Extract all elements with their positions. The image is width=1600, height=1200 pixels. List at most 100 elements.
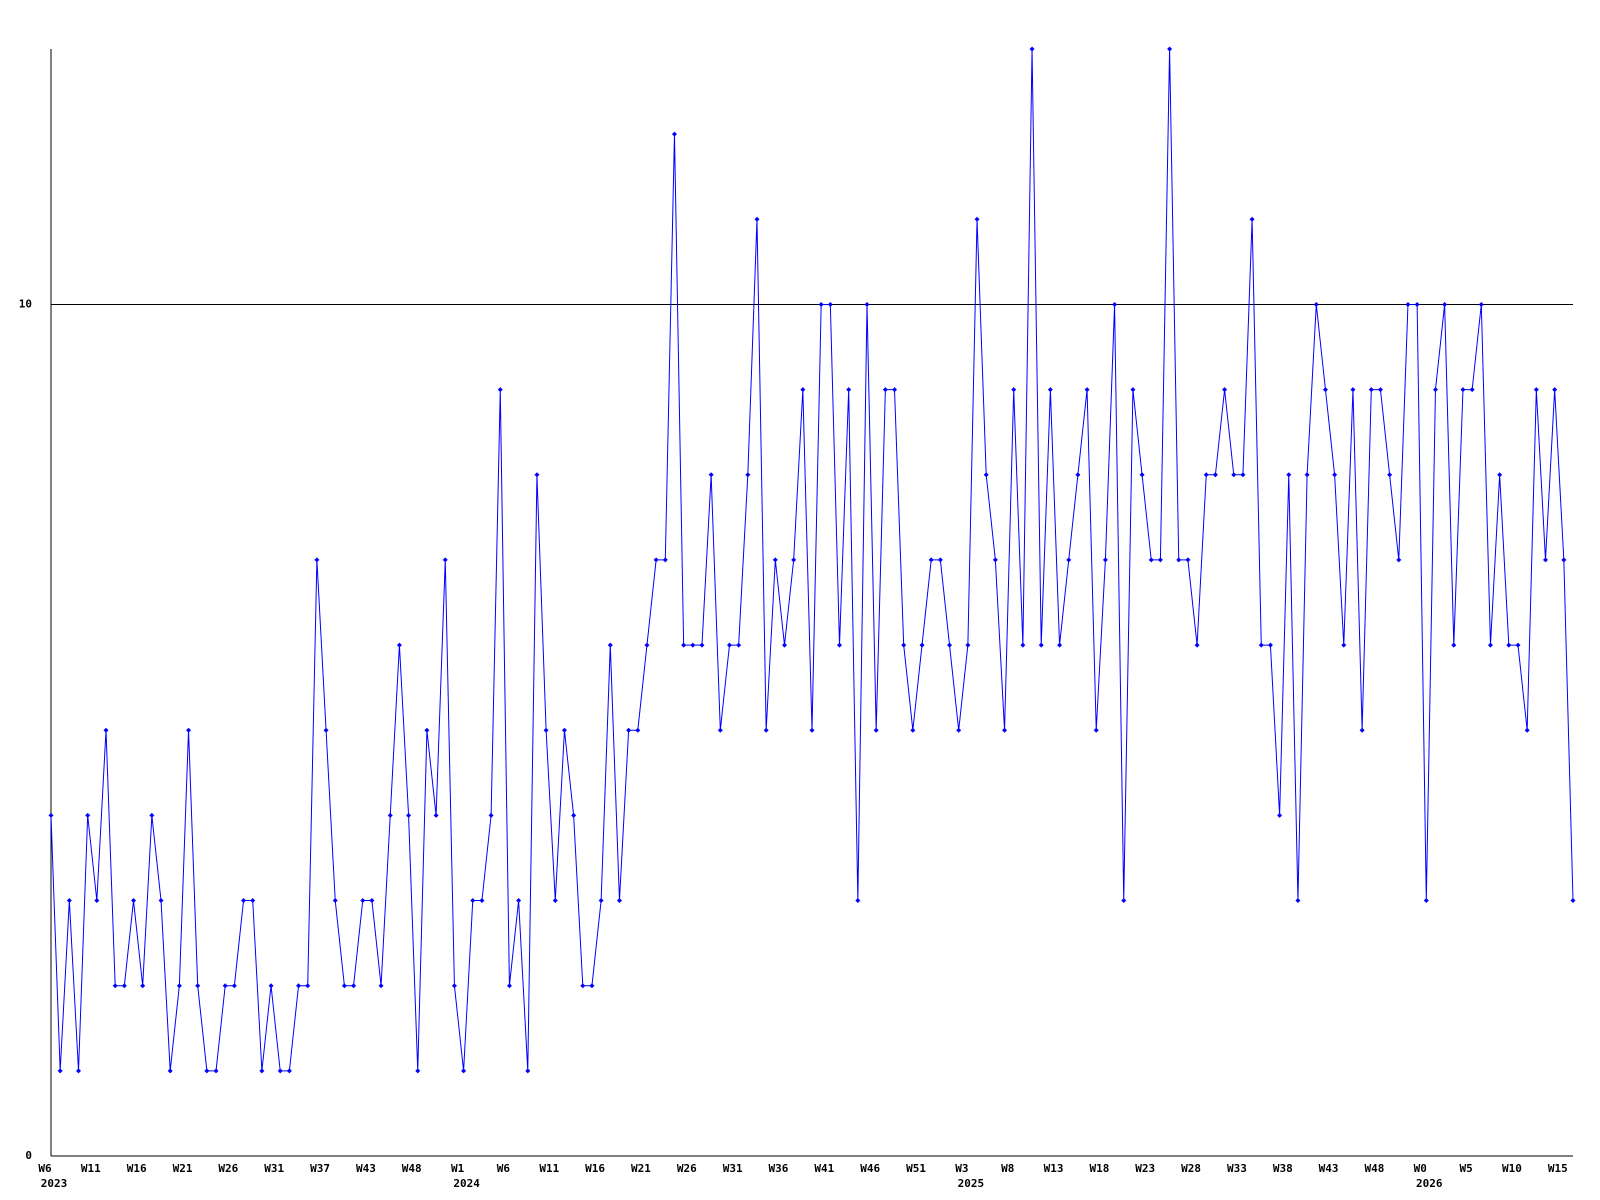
data-point [552,898,558,904]
data-point [635,727,641,733]
data-point [1249,216,1255,222]
data-point [112,983,118,989]
data-point [644,642,650,648]
data-point [241,898,247,904]
data-point [195,983,201,989]
data-point [497,387,503,393]
data-point [204,1068,210,1074]
x-tick-label: W41 [814,1162,834,1175]
data-point [928,557,934,563]
data-point [965,642,971,648]
data-point [451,983,457,989]
data-point [1222,387,1228,393]
data-point [781,642,787,648]
x-tick-label: W31 [723,1162,743,1175]
y-tick-label: 10 [19,297,32,310]
x-tick-label: W21 [631,1162,651,1175]
x-tick-label: W18 [1089,1162,1109,1175]
data-point [1295,898,1301,904]
data-point [1322,387,1328,393]
data-point [1552,387,1558,393]
data-point [1533,387,1539,393]
data-point [708,472,714,478]
x-tick-label: W15 [1548,1162,1568,1175]
data-point [433,812,439,818]
data-point [947,642,953,648]
data-point [855,898,861,904]
data-point [1405,301,1411,307]
data-point [369,898,375,904]
data-point [616,898,622,904]
data-point [415,1068,421,1074]
x-tick-label: W16 [585,1162,605,1175]
data-line [50,48,1574,1072]
data-point [167,1068,173,1074]
data-point [140,983,146,989]
data-point [268,983,274,989]
x-year-label: 2023 [41,1177,68,1190]
x-tick-label: W38 [1273,1162,1293,1175]
data-point [470,898,476,904]
data-point [1212,472,1218,478]
x-tick-label: W31 [264,1162,284,1175]
data-point [1185,557,1191,563]
data-point [919,642,925,648]
data-point [378,983,384,989]
data-point [992,557,998,563]
x-tick-label: W43 [356,1162,376,1175]
data-point [186,727,192,733]
data-point [396,642,402,648]
data-point [1130,387,1136,393]
data-point [745,472,751,478]
data-point [1561,557,1567,563]
data-point [387,812,393,818]
data-point [772,557,778,563]
x-tick-label: W46 [860,1162,880,1175]
data-point [1460,387,1466,393]
data-point [1231,472,1237,478]
data-point [277,1068,283,1074]
data-point [516,898,522,904]
x-tick-label: W36 [769,1162,789,1175]
data-point [1570,898,1576,904]
x-tick-label: W0 [1414,1162,1427,1175]
x-tick-label: W43 [1319,1162,1339,1175]
data-point [1267,642,1273,648]
data-point [1112,301,1118,307]
data-point [910,727,916,733]
data-point [424,727,430,733]
data-point [763,727,769,733]
data-point [250,898,256,904]
data-point [76,1068,82,1074]
data-point [341,983,347,989]
data-point [671,131,677,137]
data-point [818,301,824,307]
data-point [1377,387,1383,393]
data-point [543,727,549,733]
data-point [506,983,512,989]
data-point [800,387,806,393]
data-point [286,1068,292,1074]
x-tick-label: W10 [1502,1162,1522,1175]
data-point [983,472,989,478]
data-point [1157,557,1163,563]
data-point [1148,557,1154,563]
data-point [442,557,448,563]
data-point [1515,642,1521,648]
data-point [406,812,412,818]
data-point [561,727,567,733]
data-point [1047,387,1053,393]
x-tick-label: W26 [218,1162,238,1175]
data-point [213,1068,219,1074]
data-point [1341,642,1347,648]
x-tick-label: W3 [955,1162,968,1175]
data-point [1286,472,1292,478]
data-point [681,642,687,648]
x-tick-label: W6 [497,1162,511,1175]
data-point [1368,387,1374,393]
data-point [653,557,659,563]
data-point [589,983,595,989]
data-point [607,642,613,648]
data-point [1075,472,1081,478]
